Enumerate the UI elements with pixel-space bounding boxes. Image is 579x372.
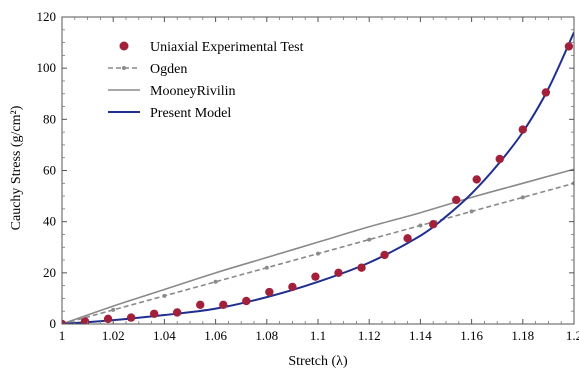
legend-label-mooneyrivilin: MooneyRivilin [150,84,236,99]
ogden-marker [418,223,423,228]
experimental-point [472,175,481,184]
experimental-point [380,250,389,260]
y-tick-label: 60 [43,163,56,178]
experimental-point [334,268,343,278]
experimental-point [403,234,412,243]
mooneyrivilin-line [62,168,574,324]
experimental-point [564,42,574,51]
legend-marker-ogden [122,66,126,70]
x-tick-label: 1.02 [102,328,125,343]
ogden-marker [213,279,218,284]
experimental-point [103,314,113,324]
x-tick-label: 1.08 [255,328,278,343]
experimental-point [357,263,366,272]
experimental-point [149,309,159,318]
experimental-point [126,313,136,322]
experimental-point [196,300,205,310]
experimental-point [62,319,67,324]
x-tick-label: 1.2 [566,328,579,343]
x-tick-label: 1.1 [310,328,326,343]
plot-area [62,31,574,324]
ogden-marker [264,265,269,270]
experimental-point [173,308,182,317]
experimental-point [518,125,527,134]
ogden-marker [111,307,116,312]
y-tick-label: 40 [43,214,56,229]
y-axis-label: Cauchy Stress (g/cm²) [9,105,24,230]
experimental-point [429,220,438,229]
legend-label-uniaxial-experimental-test: Uniaxial Experimental Test [150,40,304,55]
ogden-marker [316,251,320,256]
legend-label-present-model: Present Model [150,106,231,121]
experimental-point [242,296,251,306]
x-tick-label: 1 [59,328,66,343]
x-tick-label: 1.06 [204,328,227,343]
x-tick-label: 1.04 [153,328,176,343]
x-tick-label: 1.16 [460,328,483,343]
y-tick-label: 0 [50,316,57,331]
experimental-point [311,272,320,281]
x-tick-label: 1.18 [511,328,534,343]
ogden-marker [469,209,474,214]
ogden-marker [520,195,525,200]
y-tick-label: 20 [43,265,56,280]
x-tick-label: 1.12 [358,328,381,343]
y-tick-label: 100 [37,60,57,75]
experimental-point [495,154,504,164]
legend: Uniaxial Experimental Test Ogden MooneyRiv… [108,40,304,121]
ogden-marker [367,237,372,242]
y-tick-label: 80 [43,111,56,126]
legend-swatch-uniaxial-experimental-test [119,41,129,51]
experimental-point [452,195,461,205]
ticks: 1 1.02 1.04 1.06 1.08 1.1 1.12 1.14 1.16 1.18 1.2 0… [37,9,579,343]
y-tick-label: 120 [37,9,57,24]
experimental-point [288,282,297,292]
series-group [62,31,574,324]
experimental-point [541,88,551,97]
experimental-point [219,300,228,310]
ogden-marker [162,293,167,298]
x-tick-label: 1.14 [409,328,432,343]
experimental-point [265,287,274,297]
legend-label-ogden: Ogden [150,62,187,77]
x-axis-label: Stretch (λ) [288,354,348,369]
experimental-point [80,317,90,324]
present-model-line [62,31,574,324]
